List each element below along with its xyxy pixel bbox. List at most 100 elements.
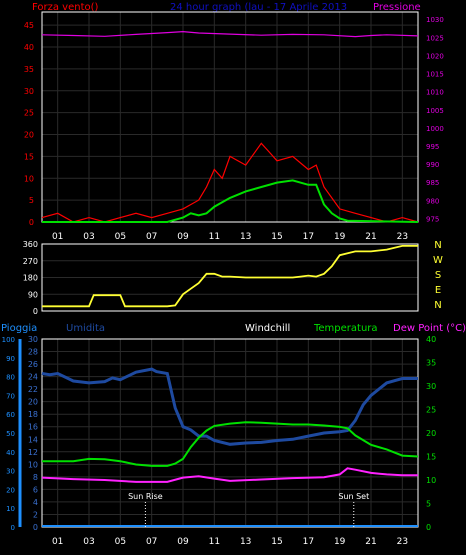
direction-line xyxy=(42,245,418,308)
humidity-y-tick: 30 xyxy=(28,335,38,344)
humidity-y-tick: 6 xyxy=(33,485,38,494)
bottom-x-tick: 01 xyxy=(52,537,63,547)
humidity-y-tick: 4 xyxy=(33,498,38,507)
pressure-line xyxy=(41,30,419,38)
humidity-y-tick: 12 xyxy=(28,448,38,457)
temperature-y-tick: 0 xyxy=(426,523,431,532)
humidity-y-tick: 28 xyxy=(28,348,38,357)
humidity-y-tick: 14 xyxy=(28,435,38,444)
rain-y-tick: 0 xyxy=(11,524,15,532)
wind-y-tick: 35 xyxy=(24,65,34,74)
humidity-y-tick: 2 xyxy=(33,510,38,519)
rain-y-tick: 30 xyxy=(6,468,15,476)
top-x-tick: 19 xyxy=(334,232,346,242)
humidity-y-tick: 8 xyxy=(33,473,38,482)
bottom-x-tick: 05 xyxy=(115,537,126,547)
top-frame xyxy=(41,11,419,223)
compass-letter: N xyxy=(434,300,441,311)
wind-y-tick: 30 xyxy=(24,87,34,96)
pressure-y-tick: 985 xyxy=(426,179,439,187)
compass-letter: S xyxy=(435,270,441,281)
top-x-tick: 11 xyxy=(209,232,220,242)
rain-y-tick: 60 xyxy=(6,411,15,419)
top-x-tick: 15 xyxy=(271,232,282,242)
pressure-y-tick: 1010 xyxy=(426,89,444,97)
humidity-y-tick: 10 xyxy=(28,460,38,469)
temperature-y-tick: 15 xyxy=(426,453,436,462)
wind-y-tick: 0 xyxy=(29,218,34,227)
pressure-y-tick: 995 xyxy=(426,143,439,151)
rain-y-tick: 10 xyxy=(6,505,15,513)
humidity-line xyxy=(41,367,418,446)
humidity-legend: Umidita xyxy=(66,323,105,334)
pressure-y-tick: 1030 xyxy=(426,16,444,24)
wind-pressure-chart: 01 03 05 07 09 11 13 15 17 19 21 230510152025303540… xyxy=(24,11,444,242)
wind-y-tick: 15 xyxy=(24,152,34,161)
pressure-y-tick: 1020 xyxy=(426,52,444,60)
humidity-y-tick: 16 xyxy=(28,423,38,432)
pressure-y-tick: 990 xyxy=(426,161,439,169)
rain-y-tick: 50 xyxy=(6,430,15,438)
temperature-y-tick: 20 xyxy=(426,429,436,438)
pressure-y-tick: 1015 xyxy=(426,71,444,79)
temperature-y-tick: 30 xyxy=(426,382,436,391)
temperature-y-tick: 25 xyxy=(426,406,436,415)
temperature-line xyxy=(42,179,419,223)
top-x-tick: 17 xyxy=(303,232,314,242)
wind-axis-label: Forza vento() xyxy=(32,2,99,13)
compass-letter: W xyxy=(433,255,443,266)
rain-y-tick: 90 xyxy=(6,355,15,363)
top-x-tick: 03 xyxy=(83,232,94,242)
dir-y-tick: 270 xyxy=(23,257,38,266)
dir-y-tick: 180 xyxy=(23,274,38,283)
rain-y-tick: 80 xyxy=(6,374,15,382)
rain-y-tick: 70 xyxy=(6,392,15,400)
bottom-x-tick: 03 xyxy=(83,537,94,547)
pressure-y-tick: 975 xyxy=(426,215,439,223)
wind-y-tick: 5 xyxy=(29,196,34,205)
bottom-x-tick: 09 xyxy=(177,537,189,547)
temperature-y-tick: 40 xyxy=(426,335,436,344)
wind-y-tick: 25 xyxy=(24,109,34,118)
temperature-y-tick: 35 xyxy=(426,359,436,368)
rain-y-tick: 40 xyxy=(6,449,15,457)
dir-frame xyxy=(41,243,419,312)
rain-y-tick: 100 xyxy=(2,336,15,344)
pressure-axis-label: Pressione xyxy=(373,2,421,13)
rain-axis-label: Pioggia xyxy=(1,323,37,334)
top-x-tick: 09 xyxy=(177,232,189,242)
humidity-y-tick: 0 xyxy=(33,523,38,532)
bottom-x-tick: 07 xyxy=(146,537,157,547)
temperature-humidity-chart: 01 03 05 07 09 11 13 15 17 19 21 230246810121416182… xyxy=(2,335,437,547)
top-x-tick: 07 xyxy=(146,232,157,242)
humidity-y-tick: 22 xyxy=(28,385,38,394)
dir-y-tick: 360 xyxy=(23,240,38,249)
pressure-y-tick: 1005 xyxy=(426,107,444,115)
wind-y-tick: 20 xyxy=(24,131,34,140)
dewpoint-line xyxy=(41,467,418,483)
bottom-x-tick: 13 xyxy=(240,537,251,547)
wind-line xyxy=(41,142,419,223)
top-x-tick: 01 xyxy=(52,232,63,242)
temperature-y-tick: 10 xyxy=(426,476,436,485)
pressure-y-tick: 980 xyxy=(426,197,439,205)
humidity-y-tick: 26 xyxy=(28,360,38,369)
pressure-y-tick: 1000 xyxy=(426,125,444,133)
wind-y-tick: 45 xyxy=(24,21,34,30)
bottom-x-tick: 19 xyxy=(334,537,346,547)
dewpoint-legend: Dew Point (°C) xyxy=(393,323,466,334)
bottom-x-tick: 23 xyxy=(397,537,408,547)
pressure-y-tick: 1025 xyxy=(426,34,444,42)
windchill-legend: Windchill xyxy=(245,323,290,334)
wind-y-tick: 10 xyxy=(24,174,34,183)
bottom-x-tick: 21 xyxy=(365,537,376,547)
top-x-tick: 21 xyxy=(365,232,376,242)
compass-letter: N xyxy=(434,240,441,251)
top-x-tick: 05 xyxy=(115,232,126,242)
graph-title: 24 hour graph (lau - 17 Aprile 2013 xyxy=(170,2,347,13)
temperature-y-tick: 5 xyxy=(426,500,431,509)
rain-y-tick: 20 xyxy=(6,486,15,494)
sunset-marker-label: Sun Set xyxy=(338,492,369,501)
